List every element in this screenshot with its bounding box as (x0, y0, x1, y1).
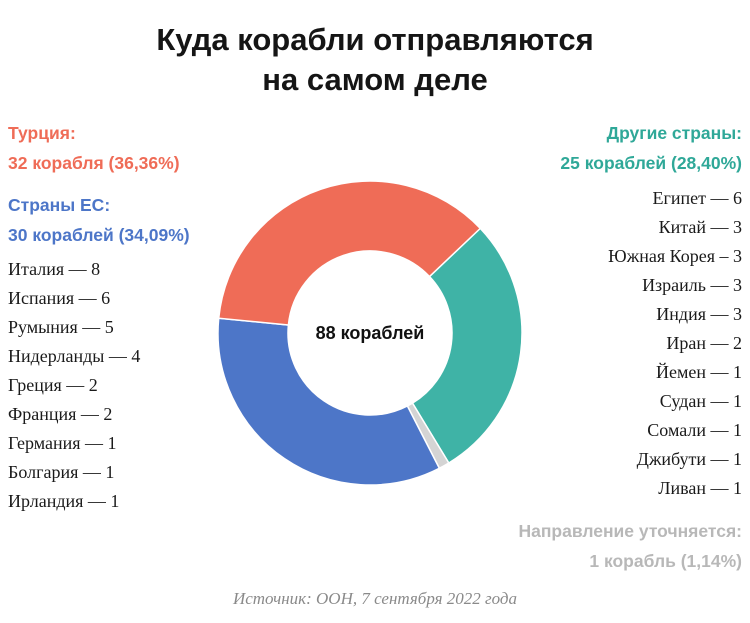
donut-center-label: 88 кораблей (316, 323, 425, 343)
legend-turkey: Турция: 32 корабля (36,36%) (8, 118, 180, 178)
legend-eu-detail: 30 кораблей (34,09%) (8, 225, 190, 245)
legend-turkey-name: Турция: (8, 123, 76, 143)
chart-title: Куда корабли отправляются на самом деле (0, 20, 750, 100)
legend-eu-name: Страны ЕС: (8, 195, 111, 215)
legend-unknown-name: Направление уточняется: (518, 521, 742, 541)
eu-country-item: Греция — 2 (8, 375, 98, 395)
chart-title-line-2: на самом деле (262, 62, 488, 97)
other-country-item: Израиль — 3 (642, 275, 742, 295)
other-country-item: Сомали — 1 (647, 420, 742, 440)
eu-country-item: Болгария — 1 (8, 462, 115, 482)
legend-unknown: Направление уточняется: 1 корабль (1,14%… (518, 516, 742, 576)
eu-country-item: Ирландия — 1 (8, 491, 120, 511)
eu-country-item: Франция — 2 (8, 404, 113, 424)
eu-country-item: Германия — 1 (8, 433, 117, 453)
legend-other-detail: 25 кораблей (28,40%) (560, 153, 742, 173)
legend-other: Другие страны: 25 кораблей (28,40%) (560, 118, 742, 178)
legend-turkey-detail: 32 корабля (36,36%) (8, 153, 180, 173)
chart-title-line-1: Куда корабли отправляются (156, 22, 594, 57)
source-note: Источник: ООН, 7 сентября 2022 года (232, 589, 518, 608)
other-country-item: Джибути — 1 (636, 449, 742, 469)
other-country-list: Египет — 6 Китай — 3 Южная Корея – 3 Израил… (608, 184, 742, 503)
other-country-item: Египет — 6 (652, 188, 743, 208)
other-country-item: Ливан — 1 (658, 478, 742, 498)
legend-other-name: Другие страны: (606, 123, 742, 143)
other-country-item: Китай — 3 (658, 217, 742, 237)
eu-country-item: Румыния — 5 (8, 317, 114, 337)
eu-country-item: Испания — 6 (8, 288, 111, 308)
legend-eu: Страны ЕС: 30 кораблей (34,09%) (8, 190, 190, 250)
donut-chart: 88 кораблей (217, 180, 523, 486)
legend-unknown-detail: 1 корабль (1,14%) (589, 551, 742, 571)
eu-country-item: Италия — 8 (8, 259, 101, 279)
other-country-item: Судан — 1 (659, 391, 742, 411)
donut-slice-3 (217, 180, 482, 326)
eu-country-list: Италия — 8 Испания — 6 Румыния — 5 Нидерлан… (8, 255, 140, 516)
other-country-item: Индия — 3 (656, 304, 742, 324)
donut-slice-2 (217, 317, 441, 486)
eu-country-item: Нидерланды — 4 (8, 346, 141, 366)
other-country-item: Йемен — 1 (655, 362, 742, 382)
other-country-item: Иран — 2 (666, 333, 742, 353)
other-country-item: Южная Корея – 3 (608, 246, 742, 266)
donut-slice-0 (411, 227, 523, 465)
